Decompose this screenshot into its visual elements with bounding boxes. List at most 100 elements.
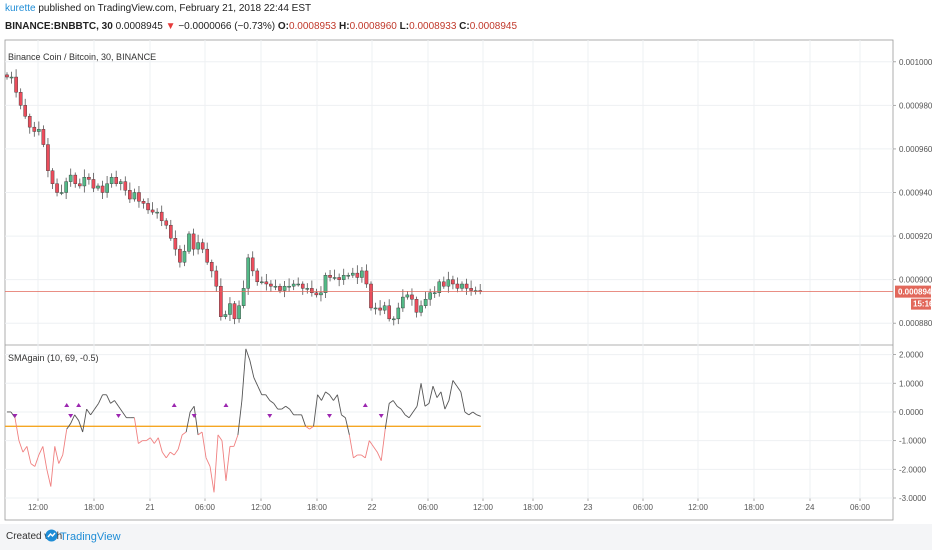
chart-area[interactable]: 12:00 18:00 21 06:00 12:00 18:00 22 06:00 12:00 1… xyxy=(0,0,932,524)
indicator-segment xyxy=(42,446,48,470)
indicator-segment xyxy=(384,403,390,430)
indicator-segment xyxy=(205,457,211,467)
candle-body xyxy=(255,270,260,283)
candle-body xyxy=(196,242,200,250)
candle-body xyxy=(214,270,219,287)
indicator-segment xyxy=(420,383,426,407)
indicator-segment xyxy=(460,391,466,413)
high-value: 0.0008960 xyxy=(349,21,397,32)
x-tick-label: 12:00 xyxy=(688,503,709,512)
x-tick-label: 12:00 xyxy=(251,503,272,512)
candle-body xyxy=(328,275,332,278)
candle-body xyxy=(451,279,455,285)
indicator-segment xyxy=(432,386,438,398)
candle-body xyxy=(187,233,191,252)
candle-body xyxy=(14,76,18,93)
candle-body xyxy=(82,177,87,187)
candle-body xyxy=(241,288,246,306)
candle-body xyxy=(9,76,14,79)
tradingview-logo-icon[interactable] xyxy=(45,529,58,542)
indicator-y-tick-label: 0.0000 xyxy=(899,408,924,417)
candle-body xyxy=(55,183,59,193)
candle-body xyxy=(432,292,437,294)
indicator-segment xyxy=(225,446,231,481)
indicator-segment xyxy=(424,402,430,407)
candle-body xyxy=(109,177,114,184)
ohlc-line: BINANCE:BNBBTC, 30 0.0008945 ▼ −0.000006… xyxy=(5,21,517,33)
candle-body xyxy=(314,292,319,296)
candle-body xyxy=(64,181,68,193)
candle-body xyxy=(346,275,351,277)
candle-body xyxy=(41,129,46,145)
low-label: L: xyxy=(399,21,410,32)
candle-body xyxy=(291,283,296,287)
indicator-segment xyxy=(165,451,171,459)
indicator-segment xyxy=(341,414,346,419)
candle-body xyxy=(182,251,187,263)
indicator-segment xyxy=(392,400,398,407)
countdown-label: 15:16 xyxy=(913,300,932,309)
candle-body xyxy=(396,307,401,320)
indicator-segment xyxy=(233,434,239,447)
signal-down-marker xyxy=(191,413,197,418)
indicator-segment xyxy=(253,377,259,387)
indicator-segment xyxy=(436,391,442,398)
signal-down-marker xyxy=(12,413,18,418)
candle-body xyxy=(209,262,214,272)
indicator-segment xyxy=(122,411,127,418)
candle-body xyxy=(419,305,423,313)
indicator-segment xyxy=(221,440,227,481)
candle-body xyxy=(232,303,237,320)
candle-body xyxy=(141,201,146,204)
indicator-segment xyxy=(146,437,151,442)
candle-body xyxy=(87,177,91,180)
created-with-text: Created with xyxy=(6,531,63,542)
indicator-y-tick-label: -1.0000 xyxy=(899,437,927,446)
candle-body xyxy=(369,283,373,309)
tradingview-brand[interactable]: TradingView xyxy=(60,531,121,543)
indicator-segment xyxy=(241,348,247,401)
candle-body xyxy=(173,238,178,250)
candle-body xyxy=(223,314,228,317)
indicator-segment xyxy=(376,451,382,461)
indicator-segment xyxy=(157,437,163,453)
indicator-segment xyxy=(321,391,326,401)
indicator-segment xyxy=(412,405,418,413)
indicator-segment xyxy=(66,423,72,430)
candle-body xyxy=(442,281,446,287)
candle-body xyxy=(155,211,159,214)
candle-body xyxy=(91,179,96,189)
indicator-segment xyxy=(468,411,474,416)
indicator-segment xyxy=(428,386,434,404)
indicator-segment xyxy=(78,420,84,433)
indicator-segment xyxy=(217,434,223,441)
author-link[interactable]: kurette xyxy=(5,3,36,14)
candle-body xyxy=(387,305,392,320)
candle-body xyxy=(446,279,451,287)
indicator-segment xyxy=(285,405,290,410)
candle-body xyxy=(237,305,241,320)
indicator-segment xyxy=(34,454,40,467)
indicator-segment xyxy=(70,414,76,424)
candle-body xyxy=(351,272,355,276)
candle-body xyxy=(128,190,132,200)
indicator-segment xyxy=(273,403,279,410)
indicator-title: SMAgain (10, 69, -0.5) xyxy=(8,353,99,363)
candle-body xyxy=(164,220,169,226)
indicator-segment xyxy=(209,466,215,493)
price-chart-title: Binance Coin / Bitcoin, 30, BINANCE xyxy=(8,52,156,62)
candle-body xyxy=(437,281,442,293)
x-tick-label: 24 xyxy=(806,503,815,512)
indicator-segment xyxy=(98,394,103,404)
indicator-segment xyxy=(114,400,119,407)
candle-body xyxy=(200,242,205,250)
signal-up-marker xyxy=(223,402,229,407)
x-tick-label: 06:00 xyxy=(418,503,439,512)
indicator-segment xyxy=(444,400,450,410)
signal-up-marker xyxy=(362,402,368,407)
candle-body xyxy=(323,275,328,293)
candle-body xyxy=(300,283,305,289)
